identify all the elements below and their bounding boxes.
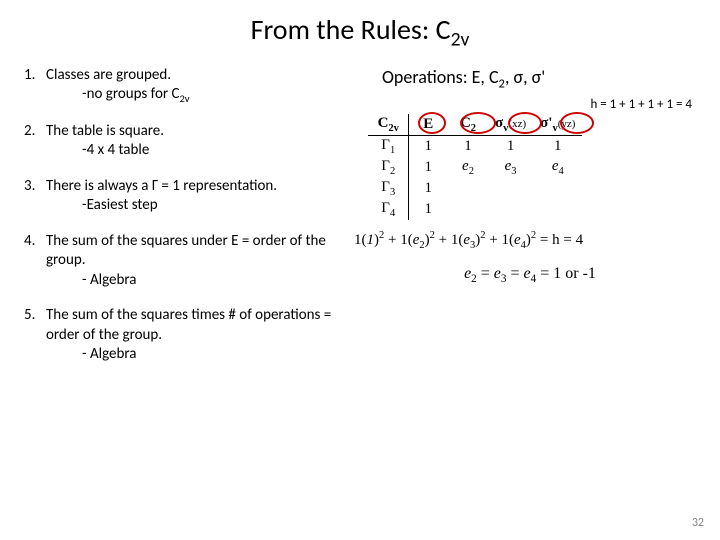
slide-title: From the Rules: C2v xyxy=(24,12,696,52)
cell: 1 xyxy=(488,136,533,158)
equation-2: e2 = e3 = e4 = 1 or -1 xyxy=(364,265,696,285)
rule-sub: - Algebra xyxy=(46,345,354,365)
rule-2: 2. The table is square. -4 x 4 table xyxy=(24,122,354,161)
rule-text: Classes are grouped. xyxy=(46,66,171,84)
cell: e4 xyxy=(533,157,582,178)
h-equation: h = 1 + 1 + 1 + 1 = 4 xyxy=(364,97,696,112)
rule-body: Classes are grouped. -no groups for C2v xyxy=(46,66,354,106)
table-header-row: C2v E C2 σv(xz) σ'v(yz) xyxy=(368,114,582,136)
cell: 1 xyxy=(408,199,448,220)
rule-text: The table is square. xyxy=(46,122,164,140)
rule-sub: -Easiest step xyxy=(46,196,354,216)
character-table: C2v E C2 σv(xz) σ'v(yz) Γ1 1 1 1 1 Γ xyxy=(368,114,582,220)
cell: e2 xyxy=(448,157,488,178)
rule-num: 3. xyxy=(24,177,46,216)
rule-3: 3. There is always a Γ = 1 representatio… xyxy=(24,177,354,216)
col-sigma-v-prime: σ'v(yz) xyxy=(533,114,582,136)
rule-sub: -4 x 4 table xyxy=(46,141,354,161)
operations-line: Operations: E, C2, σ, σ' xyxy=(364,66,696,92)
page-number: 32 xyxy=(692,516,704,530)
cell: 1 xyxy=(448,136,488,158)
col-C2: C2 xyxy=(448,114,488,136)
title-text: From the Rules: C xyxy=(251,12,451,47)
rule-body: The sum of the squares times # of operat… xyxy=(46,306,354,365)
rule-num: 4. xyxy=(24,232,46,291)
row-label: Γ1 xyxy=(368,136,408,158)
cell xyxy=(533,199,582,220)
cell xyxy=(533,178,582,199)
rule-text: There is always a Γ = 1 representation. xyxy=(46,177,277,195)
table-corner: C2v xyxy=(368,114,408,136)
equation-1: 1(1)2 + 1(e2)2 + 1(e3)2 + 1(e4)2 = h = 4 xyxy=(354,230,696,251)
rule-1: 1. Classes are grouped. -no groups for C… xyxy=(24,66,354,106)
table-row: Γ4 1 xyxy=(368,199,582,220)
rule-num: 2. xyxy=(24,122,46,161)
cell: 1 xyxy=(408,157,448,178)
rule-body: The sum of the squares under E = order o… xyxy=(46,232,354,291)
title-sub: 2v xyxy=(451,28,470,52)
cell xyxy=(448,199,488,220)
row-label: Γ2 xyxy=(368,157,408,178)
cell: 1 xyxy=(408,178,448,199)
cell: 1 xyxy=(533,136,582,158)
rule-num: 5. xyxy=(24,306,46,365)
rule-body: There is always a Γ = 1 representation. … xyxy=(46,177,354,216)
rule-5: 5. The sum of the squares times # of ope… xyxy=(24,306,354,365)
cell: 1 xyxy=(408,136,448,158)
rule-4: 4. The sum of the squares under E = orde… xyxy=(24,232,354,291)
table-row: Γ1 1 1 1 1 xyxy=(368,136,582,158)
table-row: Γ3 1 xyxy=(368,178,582,199)
right-panel: Operations: E, C2, σ, σ' h = 1 + 1 + 1 +… xyxy=(364,66,696,381)
row-label: Γ4 xyxy=(368,199,408,220)
character-table-wrap: C2v E C2 σv(xz) σ'v(yz) Γ1 1 1 1 1 Γ xyxy=(368,114,696,220)
table-row: Γ2 1 e2 e3 e4 xyxy=(368,157,582,178)
rule-num: 1. xyxy=(24,66,46,106)
cell xyxy=(488,178,533,199)
col-E: E xyxy=(408,114,448,136)
col-sigma-v: σv(xz) xyxy=(488,114,533,136)
rule-text: The sum of the squares times # of operat… xyxy=(46,306,331,344)
content-area: 1. Classes are grouped. -no groups for C… xyxy=(24,66,696,381)
cell: e3 xyxy=(488,157,533,178)
rule-body: The table is square. -4 x 4 table xyxy=(46,122,354,161)
cell xyxy=(448,178,488,199)
cell xyxy=(488,199,533,220)
row-label: Γ3 xyxy=(368,178,408,199)
rules-list: 1. Classes are grouped. -no groups for C… xyxy=(24,66,354,381)
rule-text: The sum of the squares under E = order o… xyxy=(46,232,326,270)
rule-sub: -no groups for C2v xyxy=(46,85,354,106)
rule-sub: - Algebra xyxy=(46,271,354,291)
